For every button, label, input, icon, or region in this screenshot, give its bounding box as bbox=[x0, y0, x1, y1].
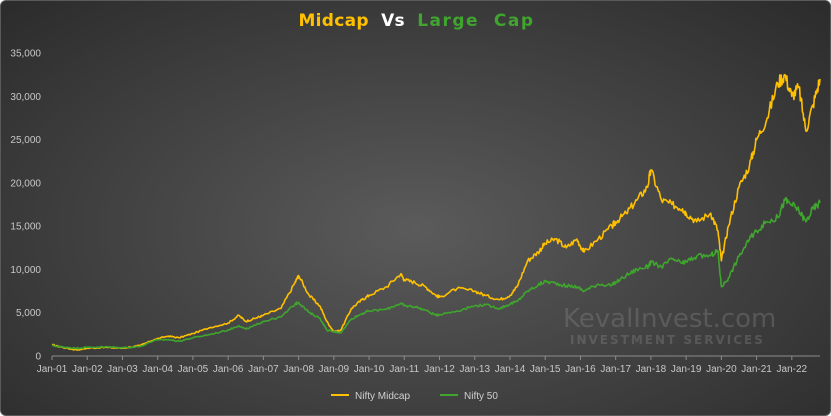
x-tick-label: Jan-08 bbox=[283, 364, 314, 375]
watermark: KevalInvest.com INVESTMENT SERVICES bbox=[563, 304, 776, 347]
title-large-cap: Large Cap bbox=[417, 11, 535, 31]
x-axis: Jan-01 Jan-02 Jan-03 Jan-04 Jan-05 Jan-06 Jan-… bbox=[37, 356, 808, 375]
x-tick-label: Jan-21 bbox=[741, 364, 772, 375]
x-tick-label: Jan-14 bbox=[495, 364, 526, 375]
title-vs: Vs bbox=[381, 11, 405, 31]
x-tick-label: Jan-17 bbox=[600, 364, 631, 375]
series-group bbox=[51, 73, 821, 351]
x-tick-label: Jan-12 bbox=[424, 364, 455, 375]
watermark-site: KevalInvest.com bbox=[563, 304, 776, 334]
legend: Nifty Midcap Nifty 50 bbox=[331, 391, 498, 402]
y-tick-label: 35,000 bbox=[10, 49, 41, 60]
x-tick-label: Jan-18 bbox=[636, 364, 667, 375]
y-tick-label: 10,000 bbox=[10, 265, 41, 276]
x-tick-label: Jan-10 bbox=[354, 364, 385, 375]
y-tick-label: 15,000 bbox=[10, 222, 41, 233]
x-tick-label: Jan-15 bbox=[530, 364, 561, 375]
x-tick-label: Jan-20 bbox=[706, 364, 737, 375]
series-line-nifty-50 bbox=[51, 196, 821, 350]
x-tick-label: Jan-04 bbox=[142, 364, 173, 375]
y-tick-label: 5,000 bbox=[16, 308, 41, 319]
chart-title: Midcap Vs Large Cap bbox=[1, 11, 830, 31]
x-tick-label: Jan-09 bbox=[319, 364, 350, 375]
x-tick-label: Jan-03 bbox=[107, 364, 138, 375]
x-tick-label: Jan-19 bbox=[671, 364, 702, 375]
watermark-services: INVESTMENT SERVICES bbox=[570, 333, 765, 347]
x-tick-label: Jan-22 bbox=[777, 364, 808, 375]
x-tick-label: Jan-16 bbox=[565, 364, 596, 375]
title-midcap: Midcap bbox=[298, 11, 369, 31]
legend-label-nifty50: Nifty 50 bbox=[464, 391, 498, 402]
x-tick-label: Jan-01 bbox=[37, 364, 68, 375]
y-axis: 0 5,000 10,000 15,000 20,000 25,000 30,000 35,0… bbox=[10, 49, 41, 363]
x-tick-label: Jan-02 bbox=[72, 364, 103, 375]
y-tick-label: 20,000 bbox=[10, 178, 41, 189]
series-line-nifty-midcap bbox=[51, 73, 821, 351]
y-tick-label: 0 bbox=[35, 352, 41, 363]
y-tick-label: 25,000 bbox=[10, 135, 41, 146]
legend-label-midcap: Nifty Midcap bbox=[355, 391, 410, 402]
x-tick-label: Jan-05 bbox=[178, 364, 209, 375]
x-tick-label: Jan-06 bbox=[213, 364, 244, 375]
x-tick-label: Jan-13 bbox=[459, 364, 490, 375]
x-tick-label: Jan-11 bbox=[389, 364, 419, 375]
y-tick-label: 30,000 bbox=[10, 92, 41, 103]
x-tick-label: Jan-07 bbox=[248, 364, 279, 375]
